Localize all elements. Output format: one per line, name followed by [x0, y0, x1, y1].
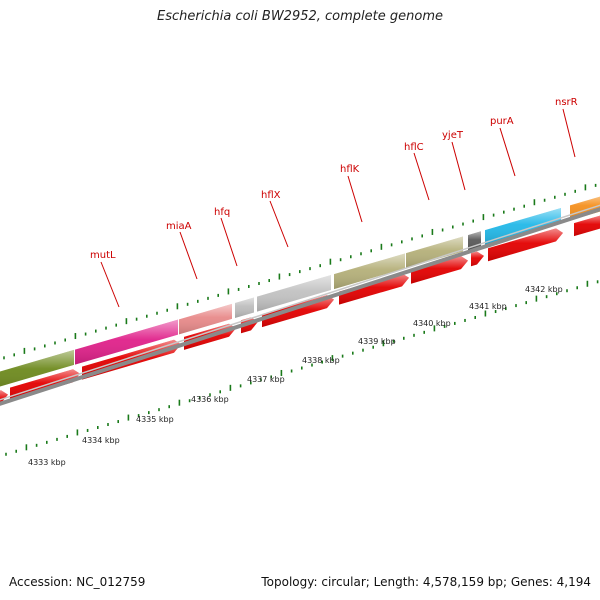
gene-leader-line [269, 200, 289, 248]
map-title: Escherichia coli BW2952, complete genome [157, 9, 443, 24]
scale-label: 4335 kbp [136, 415, 174, 424]
accession-label: Accession: NC_012759 [9, 575, 146, 589]
gene-label: yjeT [442, 130, 464, 141]
gene-block-shine [257, 275, 331, 312]
scale-label: 4336 kbp [191, 395, 229, 404]
gene-block-shine [75, 319, 178, 365]
backbone-line [0, 207, 600, 406]
gene-leader-line [562, 108, 576, 158]
backbone-highlight [0, 204, 600, 401]
gene-label: hfq [214, 207, 230, 218]
genome-summary: Topology: circular; Length: 4,578,159 bp… [261, 575, 591, 589]
outer-tick-marks [3, 183, 597, 360]
gene-label: mutL [90, 250, 116, 261]
gene-leader-line [220, 217, 238, 267]
scale-label: 4342 kbp [525, 285, 563, 294]
gene-leader-line [179, 231, 198, 280]
gene-block-shine [0, 349, 74, 387]
gene-label: nsrR [555, 97, 578, 108]
gene-leader-line [413, 152, 430, 201]
strand-arrow-shine [339, 273, 409, 305]
gene-block-shine [570, 196, 600, 221]
gene-leader-line [100, 261, 120, 308]
gene-leader-line [347, 175, 363, 223]
gene-labels: mutL miaA hfq hflX hflK hflC yjeT purA nsrR [90, 97, 578, 308]
genome-backbone [0, 204, 600, 406]
gene-label: purA [490, 116, 514, 127]
scale-track: 4333 kbp 4334 kbp 4335 kbp 4336 kbp 4337 kbp… [5, 280, 599, 467]
gene-leader-line [499, 127, 516, 177]
gene-track [0, 196, 600, 387]
scale-label: 4341 kbp [469, 302, 507, 311]
strand-arrow-shine [488, 228, 563, 262]
scale-label: 4337 kbp [247, 375, 285, 384]
scale-label: 4334 kbp [82, 436, 120, 445]
gene-block-shine [235, 297, 254, 318]
strand-arrow-shine [411, 256, 468, 284]
scale-label: 4338 kbp [302, 356, 340, 365]
gene-block-shine [334, 253, 405, 290]
gene-label: miaA [166, 221, 192, 232]
gene-block-shine [406, 236, 463, 269]
gene-block-shine [179, 303, 232, 335]
scale-label: 4333 kbp [28, 458, 66, 467]
gene-leader-line [451, 141, 466, 191]
gene-label: hflX [261, 190, 281, 201]
strand-arrow-shine [0, 390, 8, 404]
scale-label: 4340 kbp [413, 319, 451, 328]
scale-label: 4339 kbp [358, 337, 396, 346]
strand-arrow-track [0, 215, 600, 404]
strand-arrow-shine [574, 215, 600, 237]
gene-label: hflC [404, 142, 424, 153]
strand-arrow-shine [471, 251, 484, 267]
gene-label: hflK [340, 164, 360, 175]
